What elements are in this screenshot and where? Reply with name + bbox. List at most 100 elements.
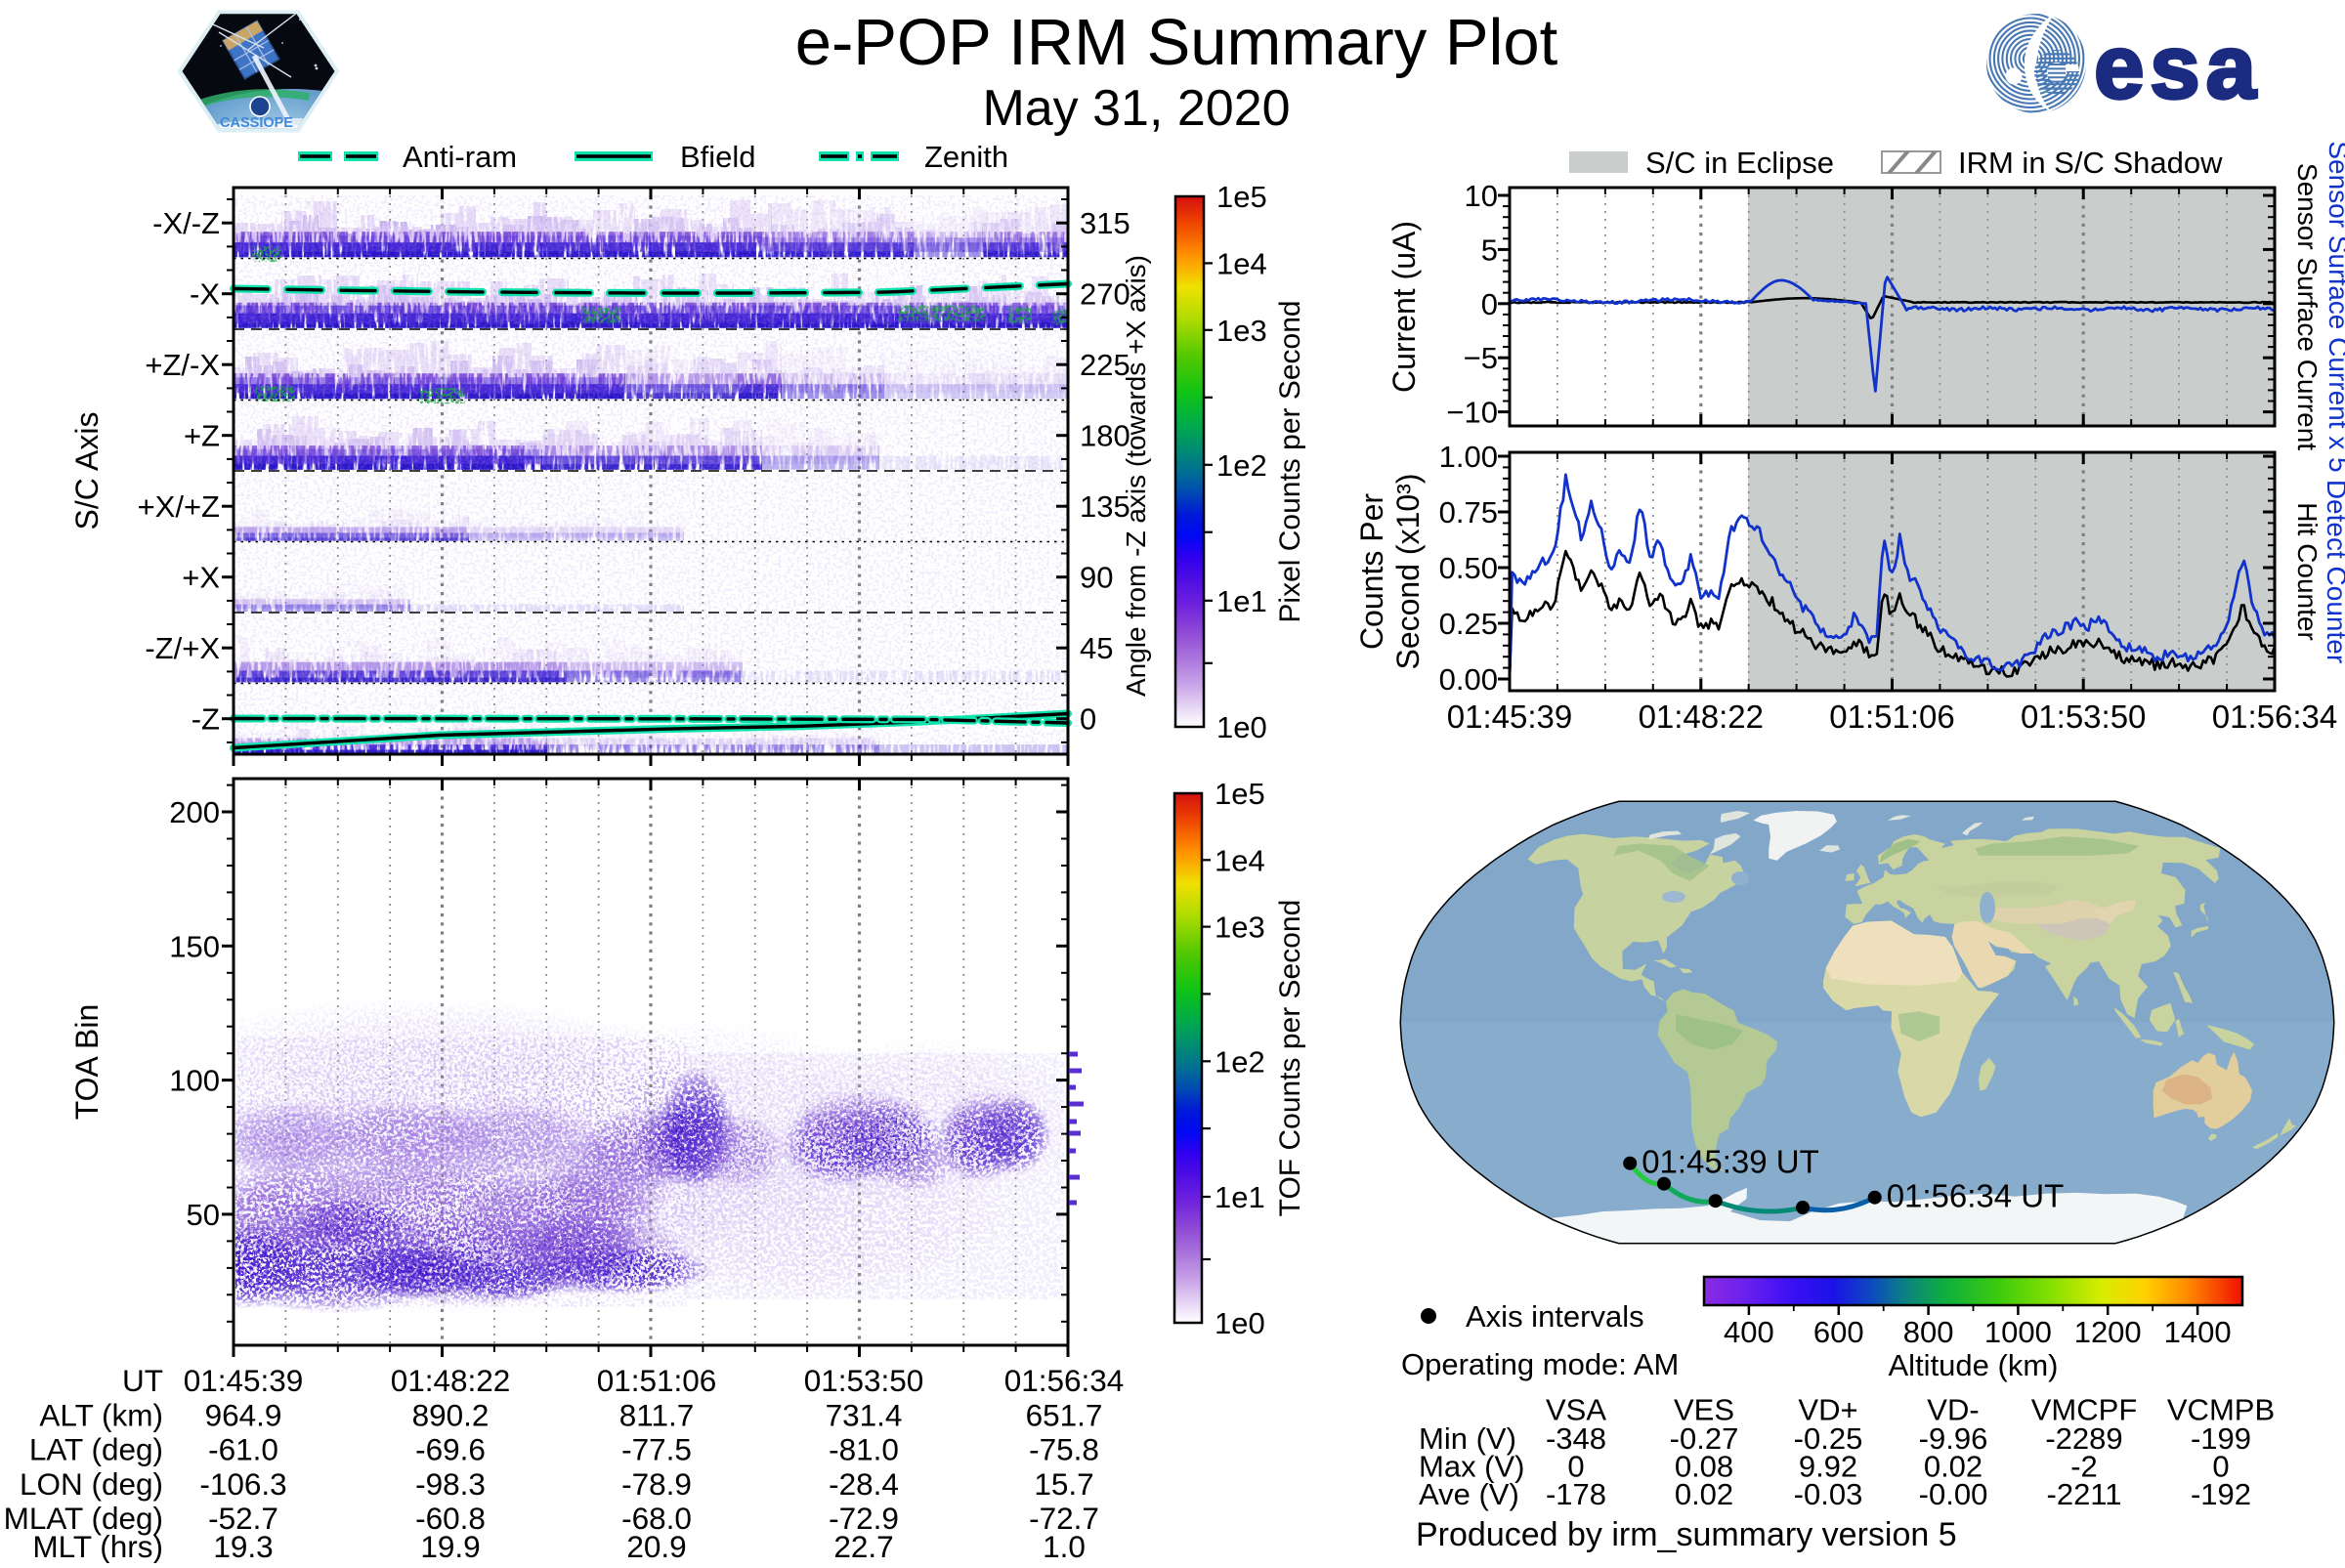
svg-text:-68.0: -68.0 (621, 1501, 692, 1536)
svg-text:600: 600 (1813, 1315, 1864, 1349)
svg-text:Anti-ram: Anti-ram (403, 140, 517, 174)
svg-text:0: 0 (1481, 287, 1498, 321)
svg-text:01:53:50: 01:53:50 (804, 1363, 924, 1398)
svg-text:0.50: 0.50 (1439, 551, 1498, 585)
svg-text:-X: -X (190, 277, 220, 312)
svg-text:-192: -192 (2191, 1477, 2251, 1511)
svg-text:-69.6: -69.6 (415, 1432, 486, 1467)
svg-text:1e1: 1e1 (1216, 584, 1267, 618)
svg-text:1e0: 1e0 (1215, 1306, 1265, 1340)
svg-text:-77.5: -77.5 (621, 1432, 692, 1467)
svg-text:0.02: 0.02 (1675, 1477, 1733, 1511)
svg-text:19.3: 19.3 (213, 1529, 273, 1563)
svg-text:Min (V): Min (V) (1419, 1421, 1516, 1456)
svg-text:MLT (hrs): MLT (hrs) (32, 1529, 163, 1563)
svg-text:-9.96: -9.96 (1919, 1421, 1988, 1456)
svg-text:-199: -199 (2191, 1421, 2251, 1456)
svg-text:19.9: 19.9 (420, 1529, 480, 1563)
svg-text:100: 100 (169, 1064, 220, 1098)
svg-text:0.00: 0.00 (1439, 662, 1498, 697)
svg-text:-0.03: -0.03 (1794, 1477, 1863, 1511)
svg-text:1e2: 1e2 (1215, 1044, 1265, 1079)
svg-text:UT: UT (122, 1363, 163, 1398)
svg-text:22.7: 22.7 (833, 1529, 893, 1563)
svg-text:651.7: 651.7 (1026, 1397, 1103, 1432)
svg-text:01:56:34 UT: 01:56:34 UT (1887, 1178, 2065, 1214)
svg-text:Zenith: Zenith (924, 140, 1008, 174)
svg-text:1e4: 1e4 (1215, 843, 1265, 877)
svg-text:1e1: 1e1 (1215, 1180, 1265, 1214)
svg-text:+Z/-X: +Z/-X (145, 348, 220, 382)
svg-text:964.9: 964.9 (205, 1397, 282, 1432)
svg-text:-60.8: -60.8 (415, 1501, 486, 1536)
svg-text:-75.8: -75.8 (1029, 1432, 1099, 1467)
svg-text:1400: 1400 (2164, 1315, 2232, 1349)
svg-text:Pixel Counts per Second: Pixel Counts per Second (1274, 300, 1306, 622)
svg-text:+X: +X (182, 561, 220, 595)
svg-text:-Z/+X: -Z/+X (145, 631, 220, 665)
svg-text:Produced by irm_summary versio: Produced by irm_summary version 5 (1416, 1516, 1957, 1553)
svg-text:-52.7: -52.7 (208, 1501, 278, 1536)
svg-text:180: 180 (1080, 419, 1130, 453)
svg-text:0.02: 0.02 (1924, 1450, 1983, 1484)
svg-text:TOA Bin: TOA Bin (69, 1004, 105, 1121)
svg-text:+Z: +Z (184, 419, 220, 453)
svg-text:-78.9: -78.9 (621, 1466, 692, 1502)
svg-text:270: 270 (1080, 277, 1130, 312)
svg-text:VES: VES (1674, 1393, 1734, 1427)
svg-text:225: 225 (1080, 348, 1130, 382)
svg-text:-0.27: -0.27 (1670, 1421, 1739, 1456)
svg-text:-0.25: -0.25 (1794, 1421, 1863, 1456)
svg-text:Altitude (km): Altitude (km) (1889, 1348, 2059, 1382)
svg-text:-81.0: -81.0 (829, 1432, 899, 1467)
svg-text:0: 0 (1567, 1450, 1584, 1484)
svg-text:9.92: 9.92 (1799, 1450, 1857, 1484)
svg-text:1e4: 1e4 (1216, 246, 1267, 280)
svg-text:ALT (km): ALT (km) (39, 1397, 163, 1432)
svg-text:Sensor Surface Current x 5: Sensor Surface Current x 5 (2324, 141, 2345, 472)
svg-text:0: 0 (2212, 1450, 2229, 1484)
svg-text:−10: −10 (1446, 396, 1498, 430)
svg-text:01:51:06: 01:51:06 (597, 1363, 717, 1398)
svg-text:LAT (deg): LAT (deg) (29, 1432, 163, 1467)
svg-text:−5: −5 (1464, 341, 1498, 375)
svg-text:1e5: 1e5 (1215, 777, 1265, 811)
svg-text:-Z: -Z (192, 702, 220, 737)
svg-text:01:48:22: 01:48:22 (391, 1363, 511, 1398)
svg-text:0.08: 0.08 (1675, 1450, 1733, 1484)
svg-text:VD+: VD+ (1798, 1393, 1857, 1427)
svg-text:TOF Counts per Second: TOF Counts per Second (1274, 900, 1306, 1217)
svg-text:-72.7: -72.7 (1029, 1501, 1099, 1536)
svg-text:VD-: VD- (1927, 1393, 1979, 1427)
svg-text:-348: -348 (1546, 1421, 1606, 1456)
svg-text:Counts Per: Counts Per (1354, 493, 1389, 650)
svg-text:MLAT (deg): MLAT (deg) (4, 1501, 163, 1536)
svg-text:-X/-Z: -X/-Z (152, 206, 220, 240)
svg-text:01:56:34: 01:56:34 (2212, 699, 2337, 735)
svg-text:CASSIOPE: CASSIOPE (220, 115, 293, 131)
svg-text:1e5: 1e5 (1216, 180, 1267, 214)
svg-text:-178: -178 (1546, 1477, 1606, 1511)
svg-text:-106.3: -106.3 (199, 1466, 286, 1502)
svg-text:0.25: 0.25 (1439, 607, 1498, 641)
svg-text:Axis intervals: Axis intervals (1466, 1299, 1644, 1334)
svg-text:May 31, 2020: May 31, 2020 (982, 80, 1290, 137)
svg-text:45: 45 (1080, 631, 1113, 665)
svg-text:-2: -2 (2070, 1450, 2098, 1484)
svg-text:1e3: 1e3 (1215, 911, 1265, 945)
svg-text:VCMPB: VCMPB (2167, 1393, 2275, 1427)
svg-text:IRM in S/C Shadow: IRM in S/C Shadow (1958, 146, 2223, 180)
svg-text:Second (x10³): Second (x10³) (1390, 474, 1426, 670)
svg-text:20.9: 20.9 (626, 1529, 686, 1563)
svg-text:S/C Axis: S/C Axis (69, 412, 105, 530)
svg-text:1000: 1000 (1984, 1315, 2052, 1349)
svg-text:01:45:39 UT: 01:45:39 UT (1642, 1144, 1819, 1180)
svg-text:e-POP IRM Summary Plot: e-POP IRM Summary Plot (795, 6, 1558, 79)
svg-text:811.7: 811.7 (619, 1397, 695, 1432)
svg-text:731.4: 731.4 (826, 1397, 903, 1432)
svg-text:1e0: 1e0 (1216, 710, 1267, 744)
svg-text:315: 315 (1080, 206, 1130, 240)
svg-text:Hit Counter: Hit Counter (2292, 502, 2323, 641)
svg-text:-98.3: -98.3 (415, 1466, 486, 1502)
svg-text:01:56:34: 01:56:34 (1004, 1363, 1125, 1398)
